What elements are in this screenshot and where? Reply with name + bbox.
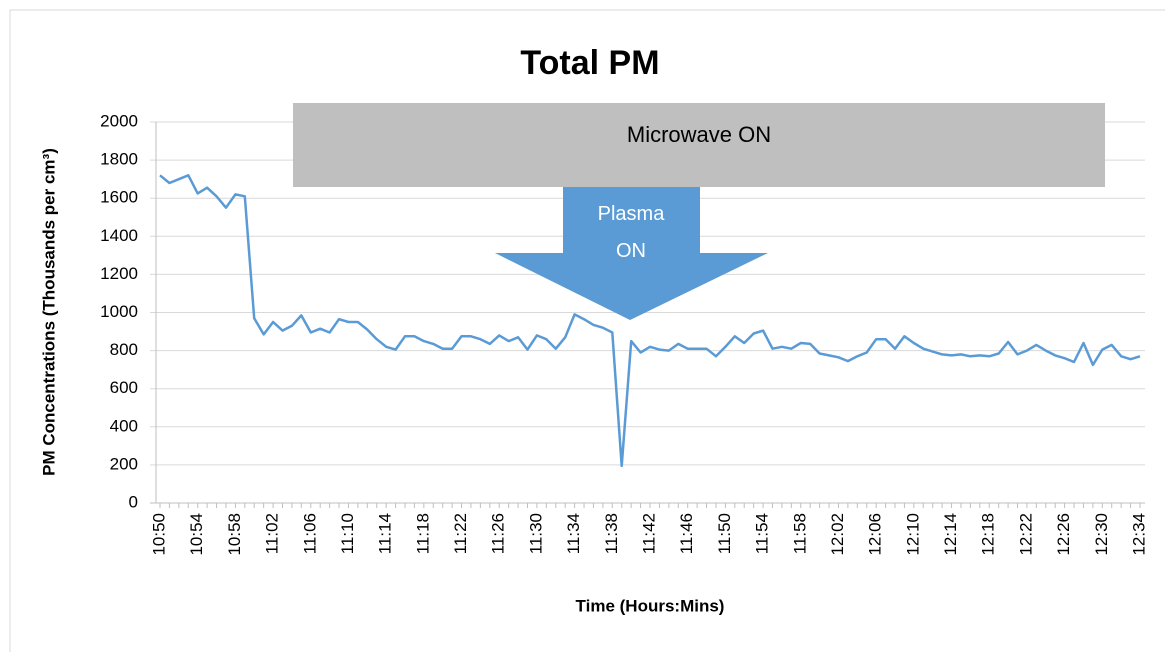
- x-tick-label: 11:46: [677, 513, 696, 554]
- x-tick-label: 12:22: [1016, 513, 1035, 556]
- y-tick-label: 400: [110, 416, 138, 435]
- x-tick-label: 11:22: [451, 513, 470, 554]
- y-tick-label: 2000: [100, 111, 138, 130]
- x-tick-label: 10:58: [225, 513, 244, 556]
- y-tick-label: 200: [110, 454, 138, 473]
- y-axis-title: PM Concentrations (Thousands per cm³): [39, 148, 58, 476]
- x-tick-label: 11:38: [602, 513, 621, 554]
- microwave-box: [293, 103, 1105, 187]
- x-tick-label: 11:30: [526, 513, 545, 554]
- x-tick-label: 12:10: [903, 513, 922, 556]
- x-tick-label: 12:14: [941, 513, 960, 556]
- x-tick-label: 11:34: [564, 513, 583, 554]
- y-tick-label: 1200: [100, 264, 138, 283]
- x-tick-label: 12:18: [979, 513, 998, 556]
- x-tick-label: 11:50: [715, 513, 734, 554]
- plasma-label: Plasma ON: [598, 203, 666, 262]
- x-tick-label: 11:02: [263, 513, 282, 554]
- y-tick-label: 1000: [100, 302, 138, 321]
- y-tick-label: 1400: [100, 226, 138, 245]
- x-tick-label: 12:30: [1092, 513, 1111, 556]
- x-tick-label: 11:06: [300, 513, 319, 554]
- x-tick-label: 12:26: [1054, 513, 1073, 556]
- x-tick-label: 11:26: [489, 513, 508, 554]
- x-tick-label: 12:34: [1129, 513, 1148, 556]
- y-tick-label: 600: [110, 378, 138, 397]
- x-tick-label: 11:18: [413, 513, 432, 554]
- x-tick-label: 11:58: [790, 513, 809, 554]
- plot-area: 0 200 400 600 800 1000 1200 1400 1600 1800 2000 10:…: [100, 111, 1148, 555]
- x-tick-label: 10:54: [187, 513, 206, 556]
- y-tick-label: 0: [129, 492, 138, 511]
- chart-title: Total PM: [520, 44, 659, 82]
- x-axis-title: Time (Hours:Mins): [576, 596, 725, 615]
- x-tick-label: 11:10: [338, 513, 357, 554]
- x-tick-label: 11:42: [639, 513, 658, 554]
- plasma-arrow: [495, 187, 768, 320]
- x-tick-label: 10:50: [149, 513, 168, 556]
- microwave-label: Microwave ON: [627, 122, 771, 147]
- x-tick-label: 12:02: [828, 513, 847, 556]
- y-tick-label: 1800: [100, 150, 138, 169]
- x-tick-label: 11:54: [753, 513, 772, 554]
- y-tick-label: 1600: [100, 188, 138, 207]
- data-line: [159, 174, 1141, 468]
- y-tick-label: 800: [110, 340, 138, 359]
- x-tick-label: 11:14: [376, 513, 395, 554]
- x-tick-label: 12:06: [866, 513, 885, 556]
